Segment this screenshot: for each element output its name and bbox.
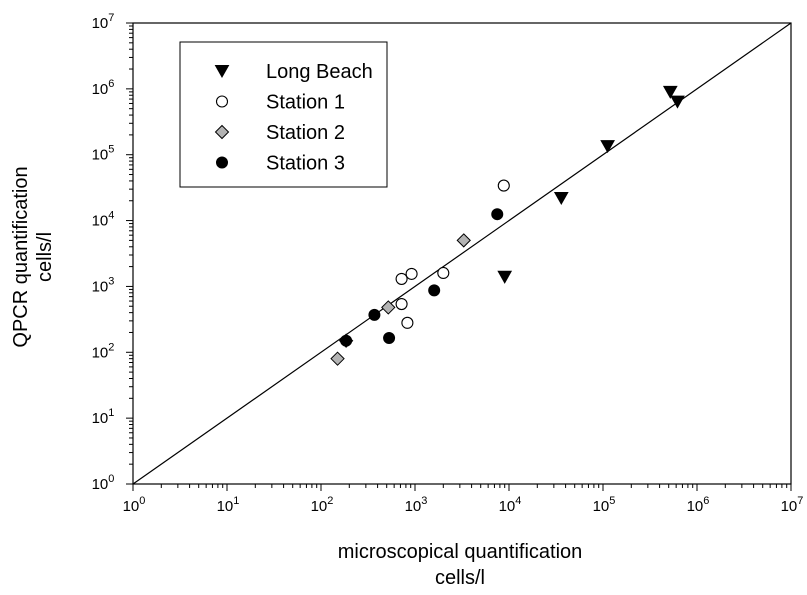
data-points [330,85,685,366]
y-tick-label: 101 [92,407,115,427]
station-1-point [405,267,418,280]
y-tick-label: 100 [92,473,115,493]
y-tick-label-exponent: 2 [108,341,114,353]
x-tick-label-exponent: 4 [515,495,521,507]
axes: 1001001011011021021031031041041051051061… [92,12,804,515]
station-1-legend-label: Station 1 [266,92,345,114]
station-1-point [437,266,450,280]
long-beach-point [670,95,685,109]
x-tick-label-exponent: 0 [139,495,145,507]
y-tick-label-base: 10 [92,213,109,230]
station-3-point [368,308,381,321]
station-3-point [340,334,353,347]
y-tick-label-base: 10 [92,15,109,32]
legend: Long Beach Station 1 Station 2 Station 3 [179,41,388,188]
y-tick-label: 102 [92,341,115,361]
x-tick-label-base: 10 [499,498,516,515]
x-tick-label-exponent: 7 [797,495,803,507]
x-tick-label-base: 10 [311,498,328,515]
x-tick-label-base: 10 [781,498,798,515]
y-tick-label-exponent: 1 [108,407,114,419]
station-2-point [456,233,471,248]
station-2-point [330,351,345,366]
long-beach-point [553,192,569,206]
station-3-legend-label: Station 3 [266,153,345,175]
station-3-point [491,208,504,221]
y-tick-label: 103 [92,275,115,295]
y-tick-label-exponent: 5 [108,144,114,156]
x-axis-title-line2: cells/l [435,567,485,589]
x-tick-label: 101 [217,495,240,515]
x-tick-label: 107 [781,495,804,515]
y-tick-label: 106 [92,78,115,98]
long-beach-point [600,140,615,154]
x-tick-label-exponent: 1 [233,495,239,507]
long-beach-point [497,270,513,284]
x-tick-label: 100 [123,495,146,515]
y-tick-label: 105 [92,144,115,164]
long-beach-legend-label: Long Beach [266,61,373,83]
station-3-point [383,331,396,344]
x-tick-label-base: 10 [217,498,234,515]
y-tick-label-exponent: 4 [108,210,114,222]
x-tick-label: 103 [405,495,428,515]
x-tick-label-base: 10 [593,498,610,515]
station-2-legend-symbol [214,124,230,140]
station-3-point [428,284,441,297]
x-axis-title-line1: microscopical quantification [338,541,583,563]
station-2-point [381,300,396,315]
y-axis-title-line1: QPCR quantification [10,166,32,347]
station-1-point [401,316,414,329]
x-tick-label-exponent: 2 [327,495,333,507]
y-tick-label-exponent: 6 [108,78,114,90]
x-tick-label-exponent: 5 [609,495,615,507]
station-1-point [497,179,510,192]
x-tick-label: 105 [593,495,616,515]
legend-box [179,41,388,188]
x-tick-label-base: 10 [687,498,704,515]
y-axis-title-line2: cells/l [34,232,56,282]
long-beach-legend-symbol [214,65,230,79]
y-tick-label-base: 10 [92,147,109,164]
y-tick-label: 107 [92,12,115,32]
station-3-legend-symbol [216,156,228,169]
y-tick-label-base: 10 [92,410,109,427]
x-tick-label: 102 [311,495,334,515]
y-tick-label: 104 [92,210,115,230]
x-tick-label: 104 [499,495,522,515]
station-2-legend-label: Station 2 [266,122,345,144]
station-1-point [395,298,408,311]
x-tick-label-base: 10 [405,498,422,515]
axis-titles: microscopical quantification cells/l QPC… [10,166,582,589]
plot-frame [132,22,792,485]
y-tick-label-base: 10 [92,344,109,361]
x-tick-label-exponent: 6 [703,495,709,507]
y-tick-label-base: 10 [92,476,109,493]
y-tick-label-exponent: 0 [108,473,114,485]
station-1-point [395,272,408,285]
x-tick-label-exponent: 3 [421,495,427,507]
y-tick-label-exponent: 3 [108,275,114,287]
long-beach-point [662,85,678,99]
x-tick-label: 106 [687,495,710,515]
y-tick-label-base: 10 [92,278,109,295]
y-tick-label-exponent: 7 [108,12,114,24]
station-1-legend-symbol [215,95,229,108]
y-tick-label-base: 10 [92,81,109,98]
x-tick-label-base: 10 [123,498,140,515]
